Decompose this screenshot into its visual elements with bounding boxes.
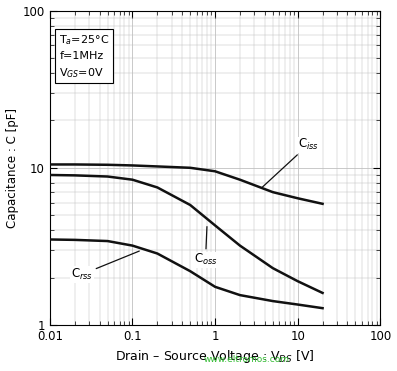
X-axis label: Drain – Source Voltage : V$_{DS}$ [V]: Drain – Source Voltage : V$_{DS}$ [V] [115, 348, 315, 365]
Text: www.eltromos.com: www.eltromos.com [203, 355, 289, 364]
Text: C$_{oss}$: C$_{oss}$ [194, 227, 218, 267]
Text: C$_{rss}$: C$_{rss}$ [71, 251, 139, 282]
Y-axis label: Capacitance : C [pF]: Capacitance : C [pF] [6, 108, 19, 228]
Text: T$_a$=25°C
f=1MHz
V$_{GS}$=0V: T$_a$=25°C f=1MHz V$_{GS}$=0V [59, 33, 110, 80]
Text: C$_{iss}$: C$_{iss}$ [262, 137, 319, 187]
